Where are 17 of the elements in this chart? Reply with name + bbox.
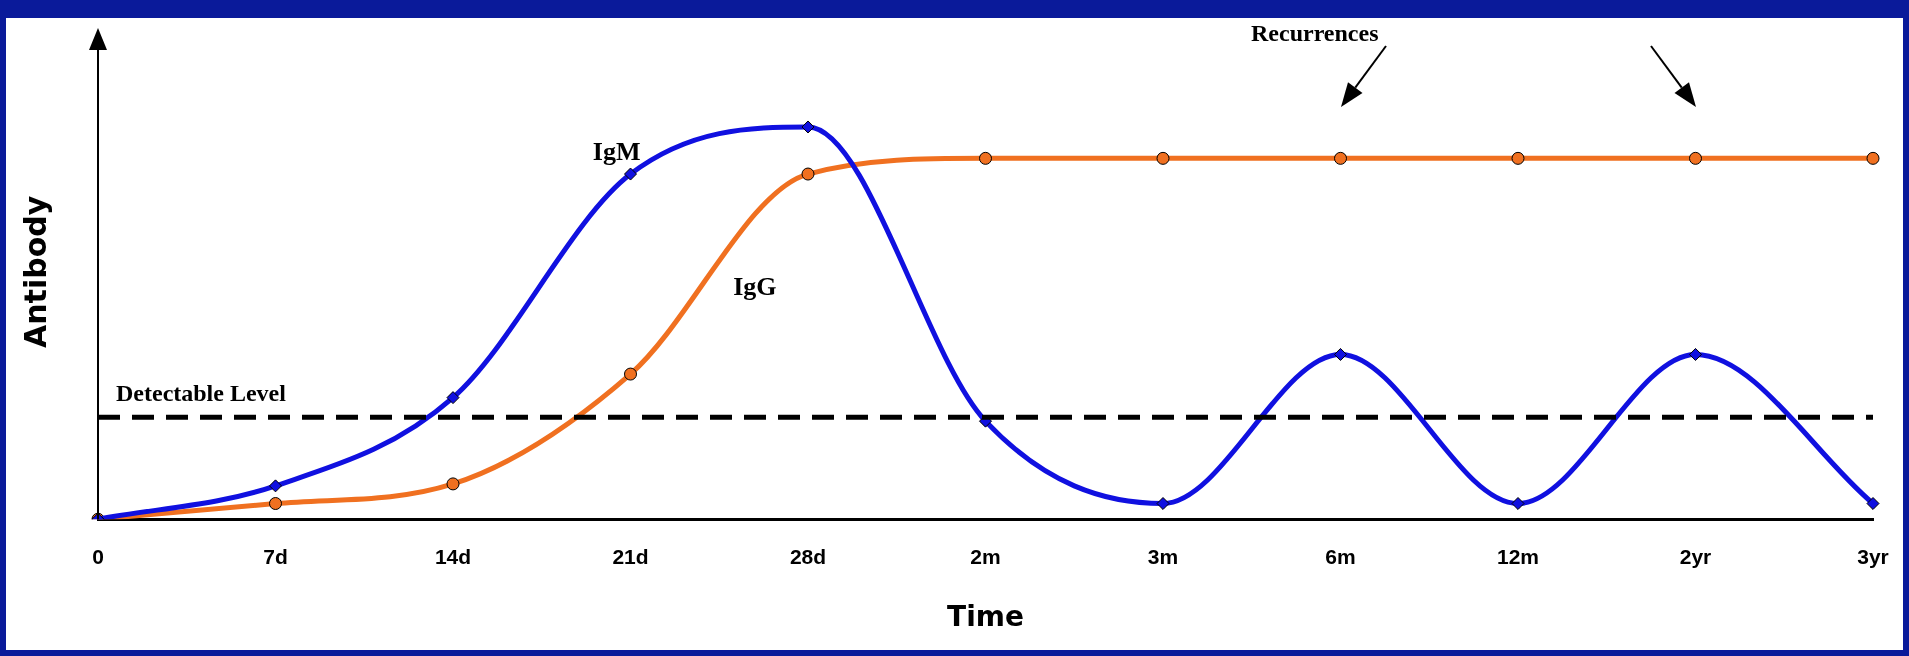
x-tick-label: 12m — [1496, 544, 1540, 568]
x-tick-label: 0 — [92, 544, 104, 568]
x-tick-label: 7d — [263, 544, 288, 568]
series-label: IgG — [733, 271, 777, 301]
ref-line-label: Detectable Level — [116, 380, 287, 407]
series-label: IgM — [592, 136, 641, 166]
x-tick-label: 3yr — [1857, 544, 1889, 568]
text: Recurrences — [1251, 20, 1379, 47]
x-tick-label: 14d — [434, 544, 472, 568]
x-tick-label: 2yr — [1679, 544, 1712, 568]
x-tick-label: 2m — [970, 544, 1001, 568]
x-tick-label: 6m — [1325, 544, 1356, 568]
x-axis-title: Time — [947, 600, 1024, 634]
x-tick-label: 21d — [612, 544, 649, 568]
y-axis-title: Antibody — [18, 195, 53, 348]
x-tick-label: 28d — [789, 544, 827, 568]
x-tick-label: 3m — [1147, 544, 1179, 568]
